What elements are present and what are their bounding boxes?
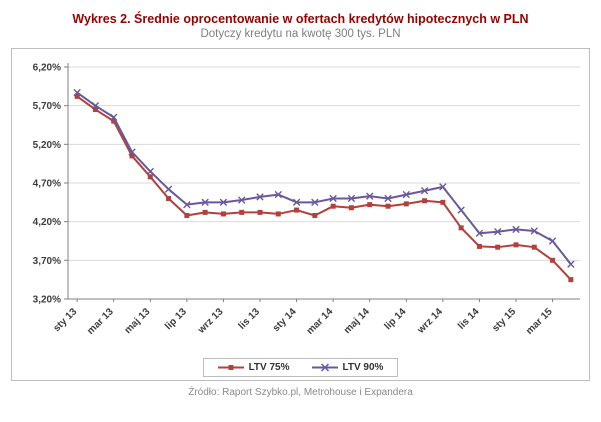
legend-label-ltv75: LTV 75% bbox=[248, 362, 290, 373]
chart-legend: LTV 75% LTV 90% bbox=[14, 358, 587, 377]
svg-text:mar 13: mar 13 bbox=[85, 306, 116, 337]
svg-text:maj 13: maj 13 bbox=[123, 306, 153, 336]
svg-text:3,70%: 3,70% bbox=[33, 256, 61, 267]
svg-text:5,70%: 5,70% bbox=[33, 101, 61, 112]
svg-text:sty 15: sty 15 bbox=[490, 306, 518, 334]
svg-text:4,20%: 4,20% bbox=[33, 217, 61, 228]
source-note: Źródło: Raport Szybko.pl, Metrohouse i E… bbox=[188, 387, 413, 398]
chart-subtitle: Dotyczy kredytu na kwotę 300 tys. PLN bbox=[200, 28, 401, 40]
svg-text:lip 13: lip 13 bbox=[163, 306, 189, 332]
svg-text:sty 13: sty 13 bbox=[51, 306, 79, 334]
svg-text:4,70%: 4,70% bbox=[33, 179, 61, 190]
svg-text:sty 14: sty 14 bbox=[271, 306, 299, 334]
svg-text:wrz 14: wrz 14 bbox=[415, 306, 445, 336]
svg-text:lis 13: lis 13 bbox=[237, 306, 263, 332]
page-root: Wykres 2. Średnie oprocentowanie w ofert… bbox=[11, 12, 590, 398]
chart-title: Wykres 2. Średnie oprocentowanie w ofert… bbox=[72, 12, 529, 26]
svg-text:6,20%: 6,20% bbox=[33, 63, 61, 74]
legend-label-ltv90: LTV 90% bbox=[342, 362, 384, 373]
svg-text:5,20%: 5,20% bbox=[33, 140, 61, 151]
x-marker-icon bbox=[311, 362, 338, 373]
svg-text:mar 15: mar 15 bbox=[524, 306, 555, 337]
chart-box: 3,20% 3,70% 4,20% 4,70% 5,20% 5,70% 6,20% sty 1… bbox=[11, 48, 590, 381]
svg-text:mar 14: mar 14 bbox=[305, 306, 336, 337]
legend-item-ltv90: LTV 90% bbox=[311, 362, 384, 373]
chart-canvas: 3,20% 3,70% 4,20% 4,70% 5,20% 5,70% 6,20% sty 1… bbox=[33, 63, 580, 337]
legend-box: LTV 75% LTV 90% bbox=[202, 358, 399, 377]
square-marker-icon bbox=[217, 362, 244, 373]
svg-text:lip 14: lip 14 bbox=[383, 306, 409, 332]
svg-text:wrz 13: wrz 13 bbox=[195, 306, 225, 336]
legend-item-ltv75: LTV 75% bbox=[217, 362, 290, 373]
svg-text:maj 14: maj 14 bbox=[342, 306, 372, 336]
svg-text:lis 14: lis 14 bbox=[456, 306, 482, 332]
svg-text:3,20%: 3,20% bbox=[33, 295, 61, 306]
